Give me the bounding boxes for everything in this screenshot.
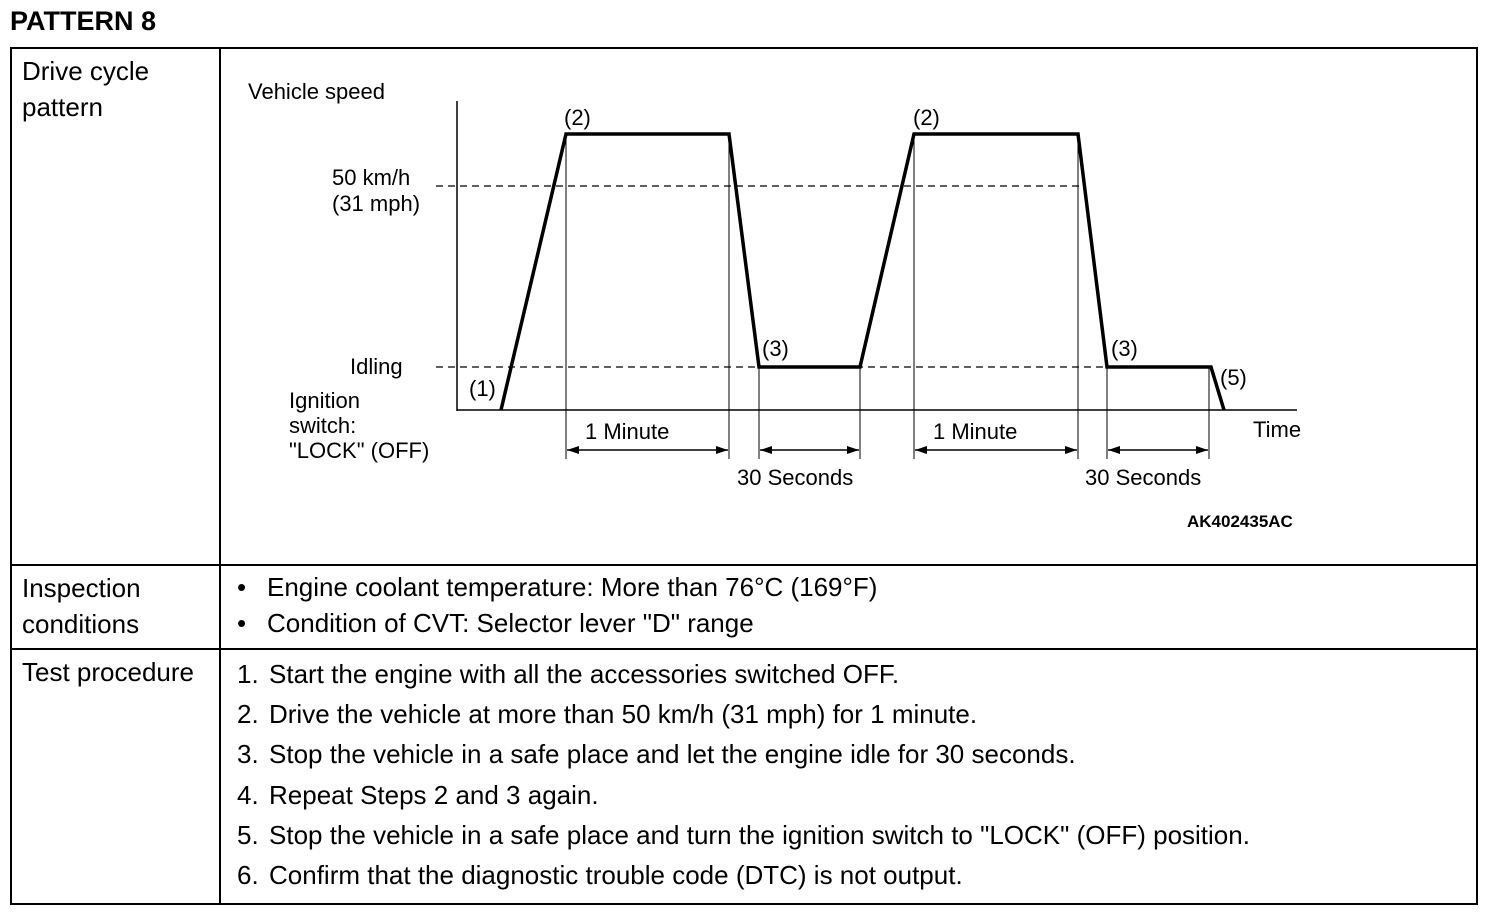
list-item: Engine coolant temperature: More than 76… [237,569,1476,605]
test-procedure-row: Test procedure 1. Start the engine with a… [10,648,1478,905]
test-procedure-label: Test procedure [10,648,221,905]
step-number: 3. [237,739,259,770]
drive-cycle-label: Drive cycle pattern [10,47,221,566]
step-text: Start the engine with all the accessorie… [269,659,900,689]
test-procedure-list: 1. Start the engine with all the accessor… [221,650,1476,895]
interval-label-30s-a: 30 Seconds [737,465,853,490]
speed-31-label: (31 mph) [332,191,420,216]
step-text: Confirm that the diagnostic trouble code… [269,860,963,891]
list-item: 2. Drive the vehicle at more than 50 km/h… [237,694,1476,734]
ignition-label-line3: "LOCK" (OFF) [289,438,429,463]
step-number: 4. [237,779,259,810]
page-title: PATTERN 8 [10,6,157,36]
step-number: 5. [237,819,259,850]
list-item: 6. Confirm that the diagnostic trouble co… [237,855,1476,895]
drive-cycle-row: Drive cycle pattern [10,47,1478,566]
inspection-conditions-list: Engine coolant temperature: More than 76… [221,566,1476,641]
list-item: 5. Stop the vehicle in a safe place and t… [237,815,1476,855]
marker-3a: (3) [762,336,789,361]
y-axis-label: Vehicle speed [248,79,385,104]
marker-2a: (2) [564,105,591,130]
speed-50-label: 50 km/h [332,165,410,190]
list-item: 4. Repeat Steps 2 and 3 again. [237,775,1476,815]
list-item: 3. Stop the vehicle in a safe place and l… [237,734,1476,774]
step-text: Stop the vehicle in a safe place and let… [269,739,1076,770]
x-axis-label: Time [1253,417,1301,442]
list-item: 1. Start the engine with all the accessor… [237,654,1476,694]
step-number: 1. [237,659,259,689]
step-text: Repeat Steps 2 and 3 again. [269,779,599,810]
step-text: Stop the vehicle in a safe place and tur… [269,819,1250,850]
step-number: 6. [237,860,259,891]
interval-label-1min-b: 1 Minute [933,419,1017,444]
list-item: Condition of CVT: Selector lever "D" ran… [237,605,1476,641]
drive-cycle-diagram: Vehicle speed Time 50 km/h (31 mph) Idli… [248,79,1301,531]
ignition-label-line1: Ignition [289,388,360,413]
marker-2b: (2) [913,105,940,130]
step-number: 2. [237,699,259,730]
figure-code: AK402435AC [1187,512,1293,531]
interval-label-1min-a: 1 Minute [585,419,669,444]
pattern-table: Drive cycle pattern [10,47,1478,905]
interval-label-30s-b: 30 Seconds [1085,465,1201,490]
interval-guide-lines [565,134,1210,459]
speed-profile-line [499,132,1226,411]
inspection-row: Inspection conditions Engine coolant tem… [10,564,1478,650]
drive-cycle-diagram-cell: Vehicle speed Time 50 km/h (31 mph) Idli… [219,47,1478,566]
inspection-label: Inspection conditions [10,564,221,650]
step-text: Drive the vehicle at more than 50 km/h (… [269,699,978,730]
idling-label: Idling [350,354,403,379]
marker-1: (1) [469,376,496,401]
inspection-conditions-cell: Engine coolant temperature: More than 76… [219,564,1478,650]
ignition-label-line2: switch: [289,413,356,438]
test-procedure-cell: 1. Start the engine with all the accessor… [219,648,1478,905]
marker-5: (5) [1220,365,1247,390]
marker-3b: (3) [1111,336,1138,361]
